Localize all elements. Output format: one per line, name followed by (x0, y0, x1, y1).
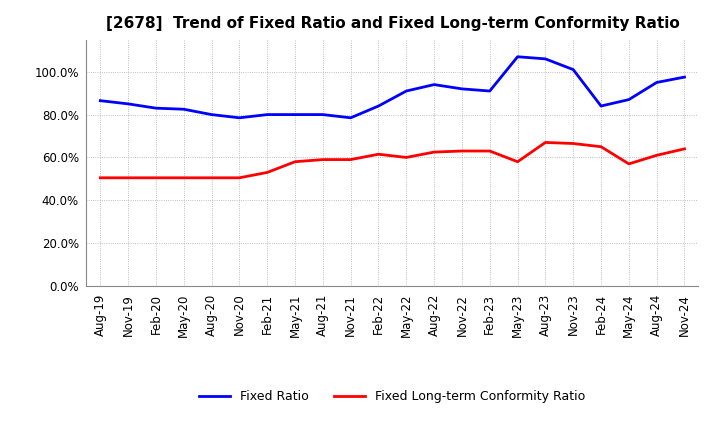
Fixed Long-term Conformity Ratio (96, 175, 104, 180)
Line: Fixed Ratio: Fixed Ratio (100, 57, 685, 118)
Fixed Long-term Conformity Ratio (485, 148, 494, 154)
Fixed Ratio (652, 80, 661, 85)
Fixed Ratio (541, 56, 550, 62)
Fixed Ratio (402, 88, 410, 94)
Fixed Ratio (179, 106, 188, 112)
Title: [2678]  Trend of Fixed Ratio and Fixed Long-term Conformity Ratio: [2678] Trend of Fixed Ratio and Fixed Lo… (106, 16, 679, 32)
Fixed Long-term Conformity Ratio (235, 175, 243, 180)
Fixed Ratio (624, 97, 633, 102)
Fixed Ratio (152, 106, 161, 111)
Fixed Ratio (124, 101, 132, 106)
Fixed Long-term Conformity Ratio (291, 159, 300, 165)
Fixed Ratio (513, 54, 522, 59)
Fixed Ratio (458, 86, 467, 92)
Fixed Ratio (569, 67, 577, 72)
Legend: Fixed Ratio, Fixed Long-term Conformity Ratio: Fixed Ratio, Fixed Long-term Conformity … (194, 385, 590, 408)
Fixed Long-term Conformity Ratio (652, 153, 661, 158)
Fixed Long-term Conformity Ratio (624, 161, 633, 166)
Fixed Ratio (96, 98, 104, 103)
Fixed Ratio (485, 88, 494, 94)
Fixed Long-term Conformity Ratio (124, 175, 132, 180)
Fixed Long-term Conformity Ratio (207, 175, 216, 180)
Fixed Ratio (374, 103, 383, 109)
Line: Fixed Long-term Conformity Ratio: Fixed Long-term Conformity Ratio (100, 143, 685, 178)
Fixed Ratio (597, 103, 606, 109)
Fixed Long-term Conformity Ratio (346, 157, 355, 162)
Fixed Long-term Conformity Ratio (597, 144, 606, 149)
Fixed Ratio (263, 112, 271, 117)
Fixed Ratio (291, 112, 300, 117)
Fixed Long-term Conformity Ratio (680, 146, 689, 151)
Fixed Long-term Conformity Ratio (430, 150, 438, 155)
Fixed Ratio (680, 74, 689, 80)
Fixed Long-term Conformity Ratio (374, 152, 383, 157)
Fixed Ratio (318, 112, 327, 117)
Fixed Long-term Conformity Ratio (318, 157, 327, 162)
Fixed Ratio (235, 115, 243, 121)
Fixed Long-term Conformity Ratio (569, 141, 577, 146)
Fixed Long-term Conformity Ratio (179, 175, 188, 180)
Fixed Long-term Conformity Ratio (152, 175, 161, 180)
Fixed Ratio (346, 115, 355, 121)
Fixed Ratio (207, 112, 216, 117)
Fixed Long-term Conformity Ratio (263, 170, 271, 175)
Fixed Long-term Conformity Ratio (402, 155, 410, 160)
Fixed Long-term Conformity Ratio (541, 140, 550, 145)
Fixed Long-term Conformity Ratio (513, 159, 522, 165)
Fixed Ratio (430, 82, 438, 87)
Fixed Long-term Conformity Ratio (458, 148, 467, 154)
